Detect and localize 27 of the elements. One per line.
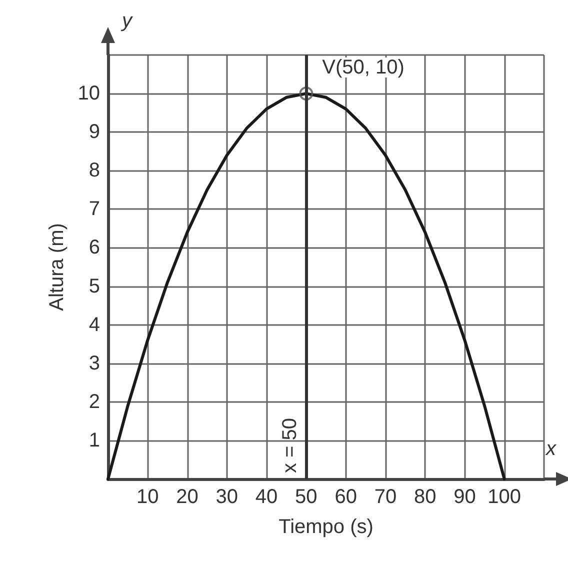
- y-tick-label: 7: [88, 198, 100, 220]
- y-tick-label: 3: [88, 352, 100, 374]
- y-tick-label: 6: [88, 236, 100, 259]
- x-tick-label: 70: [374, 486, 397, 508]
- x-tick-label: 80: [414, 486, 436, 508]
- annotation: V(50, 10): [322, 56, 404, 79]
- x-axis-title: Tiempo (s): [278, 516, 374, 538]
- y-tick-label: 2: [88, 390, 100, 413]
- y-tick-label: 10: [78, 82, 100, 105]
- y-tick-label: 8: [88, 160, 100, 182]
- x-tick-label: 20: [176, 486, 198, 508]
- x-tick-label: 90: [454, 486, 476, 508]
- text: x: [545, 438, 557, 460]
- line-series: [106, 92, 506, 480]
- x-tick-label: 100: [488, 486, 522, 508]
- y-axis-title: Altura (m): [46, 223, 68, 311]
- x-tick-label: 60: [334, 486, 357, 508]
- x-tick-label: 50: [295, 486, 318, 508]
- y-tick-label: 5: [88, 275, 100, 298]
- y-tick-label: 1: [88, 429, 100, 452]
- y-tick-label: 4: [88, 314, 100, 336]
- x-tick-label: 10: [136, 486, 159, 508]
- text: y: [120, 10, 133, 32]
- y-tick-label: 9: [88, 121, 100, 144]
- ref-line-label: x = 50: [279, 418, 302, 473]
- x-tick-label: 30: [216, 486, 238, 508]
- x-tick-label: 40: [255, 486, 278, 508]
